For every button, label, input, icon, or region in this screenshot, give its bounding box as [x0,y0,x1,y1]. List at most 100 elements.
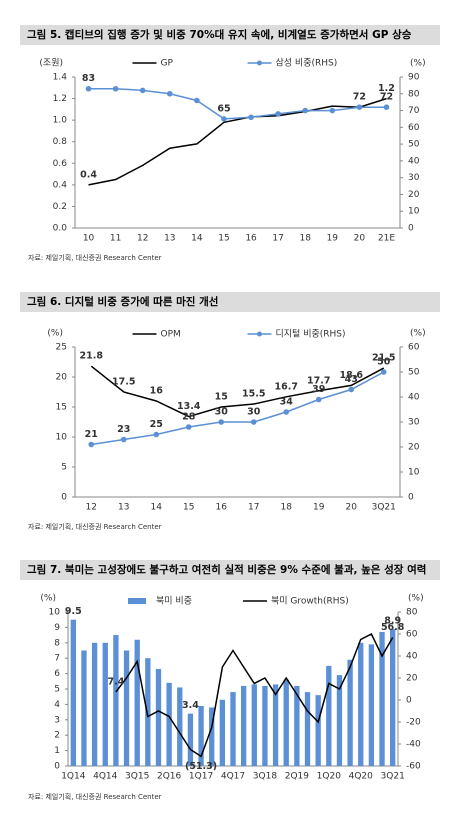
y-tick-label: 10 [49,608,61,618]
bar [145,658,151,766]
y-tick-label: 1.0 [53,116,68,126]
legend-marker [257,60,262,66]
value-label: 17.7 [307,375,330,386]
source: 자료: 제일기획, 대신증권 Research Center [28,522,162,531]
bar [166,682,172,766]
value-label: 15 [215,392,228,403]
bar [134,639,140,766]
y-tick-label: 20 [56,373,68,383]
x-tick-label: 17 [272,234,283,244]
value-label: 39 [312,384,325,395]
point [88,441,95,448]
y2-tick-label: 10 [408,207,420,217]
value-label: 30 [215,407,229,418]
y2-tick-label: -20 [406,718,421,728]
y2-axis-label: (%) [408,594,424,604]
bar [336,675,343,766]
y-tick-label: 8 [54,638,60,648]
value-label: 8.9 [384,615,401,626]
point [356,104,363,110]
value-label: 83 [82,73,95,84]
bar [230,692,236,766]
y-tick-label: 1 [54,746,60,756]
y2-tick-label: -40 [406,740,421,750]
y-tick-label: 9 [54,623,60,633]
y-tick-label: 7 [54,654,60,664]
x-tick-label: 4Q17 [221,772,245,782]
x-tick-label: 19 [313,503,325,513]
y-tick-label: 0.4 [53,180,68,190]
value-label: 23 [117,424,130,435]
bar [272,684,279,766]
x-tick-label: 3Q18 [253,772,278,782]
y2-tick-label: 0 [408,224,414,234]
value-label: 3.4 [182,700,199,711]
y2-tick-label: 40 [408,156,420,166]
y-tick-label: 2 [54,731,60,741]
point [283,409,290,415]
bar [390,628,396,766]
point [383,104,390,110]
y2-tick-label: 0 [408,493,414,503]
x-tick-label: 3Q21 [381,772,405,782]
point [194,97,200,104]
y2-tick-label: 60 [408,343,420,353]
title-bar [20,292,440,312]
line-series [88,87,387,120]
point [120,436,127,443]
value-label: 65 [217,103,230,114]
x-tick-label: 14 [151,503,163,513]
bar [358,642,364,766]
legend-label: OPM [161,330,181,340]
line-series [91,371,385,446]
y-tick-label: 4 [54,700,60,710]
y2-tick-label: 40 [408,393,420,403]
y-tick-label: 25 [56,343,67,353]
value-label: 9.5 [65,606,82,617]
x-tick-label: 13 [118,503,129,513]
y-tick-label: 1.4 [53,73,68,83]
x-tick-label: 13 [164,234,175,244]
bar [326,665,332,766]
y-axis-label: (%) [47,329,63,339]
point [275,111,281,117]
title-bar [20,25,440,45]
y2-tick-label: 20 [408,190,420,200]
bar [379,632,385,766]
point [112,85,119,92]
value-label: 1.2 [378,83,395,94]
x-tick-label: 16 [245,234,257,244]
y2-tick-label: 10 [408,468,420,478]
value-label: 15.5 [242,389,265,400]
point [329,107,336,114]
y-axis-label: (%) [40,594,56,604]
legend-label: 삼성 비중(RHS) [276,58,338,69]
source: 자료: 제일기획, 대신증권 Research Center [28,792,162,801]
y2-tick-label: -60 [406,762,421,772]
value-label: 7.4 [107,676,124,687]
bar [187,713,194,766]
bar [347,659,353,766]
value-label: 50 [377,357,391,368]
point [218,419,225,425]
title-bar [20,560,440,580]
x-tick-label: 10 [83,234,95,244]
y-tick-label: 0.8 [53,137,68,147]
bar [283,679,289,766]
y-tick-label: 6 [54,669,60,679]
y2-tick-label: 70 [408,106,420,116]
value-label: 43 [345,374,358,385]
y2-axis-label: (%) [410,329,426,339]
bar [70,619,76,766]
y-tick-label: 0.0 [53,224,68,234]
legend-label: 북미 Growth(RHS) [271,596,349,607]
y2-tick-label: 20 [406,674,418,684]
bar [81,650,87,766]
y-tick-label: 5 [61,463,67,473]
point [221,116,227,122]
y-tick-label: 0.2 [53,202,67,212]
y-tick-label: 3 [54,715,60,725]
x-tick-label: 11 [110,234,121,244]
y2-tick-label: 50 [408,368,420,378]
